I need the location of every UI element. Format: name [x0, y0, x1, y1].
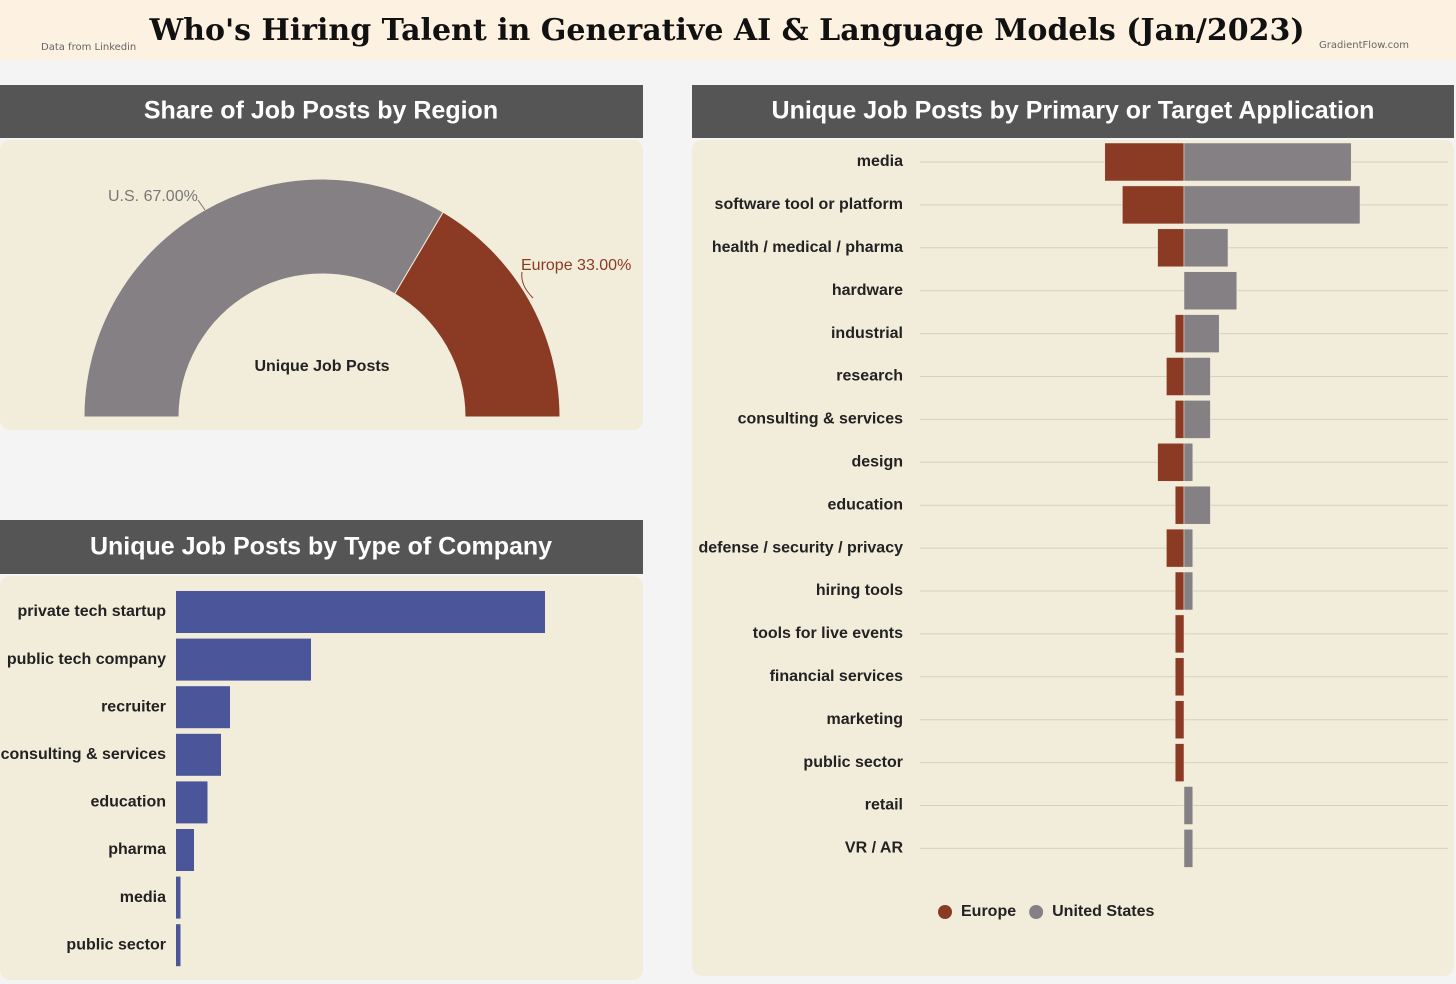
y-tick-label: industrial	[831, 325, 903, 342]
bar	[1183, 357, 1211, 396]
bar	[1183, 142, 1352, 182]
legend-marker	[938, 905, 952, 919]
bar	[1183, 485, 1211, 525]
bar	[1183, 443, 1194, 482]
bar	[1166, 528, 1185, 568]
y-tick-label: financial services	[770, 668, 904, 685]
bar	[1174, 314, 1185, 353]
page-title: Who's Hiring Talent in Generative AI & L…	[148, 13, 1304, 48]
y-tick-label: recruiter	[101, 698, 166, 715]
legend-label: Europe	[961, 903, 1016, 920]
panel-header	[692, 85, 1454, 138]
bar	[1174, 614, 1185, 654]
bar	[1183, 314, 1220, 353]
bar	[1174, 571, 1185, 611]
bar	[1174, 485, 1185, 525]
bar	[1183, 829, 1194, 868]
chart-title: Share of Job Posts by Region	[144, 97, 498, 125]
legend-marker	[1029, 905, 1044, 919]
bar	[176, 686, 230, 729]
bar	[176, 829, 194, 871]
y-tick-label: education	[827, 496, 903, 513]
panel-header	[0, 85, 643, 138]
bar	[1183, 228, 1229, 268]
y-tick-label: media	[857, 153, 903, 170]
y-tick-label: hardware	[832, 282, 903, 299]
y-tick-label: health / medical / pharma	[712, 239, 903, 256]
bar	[1104, 142, 1185, 182]
y-tick-label: marketing	[827, 711, 903, 728]
bar	[1157, 228, 1185, 268]
bar	[1157, 443, 1185, 482]
bar	[1183, 571, 1194, 611]
gauge-segment	[83, 178, 444, 418]
legend-label: United States	[1052, 903, 1154, 920]
bar	[1183, 786, 1194, 825]
bar	[1183, 271, 1238, 310]
bar	[1174, 657, 1185, 697]
y-tick-label: consulting & services	[1, 746, 166, 763]
bar	[176, 781, 208, 824]
header-band	[0, 0, 1456, 60]
chart-title: Unique Job Posts by Primary or Target Ap…	[772, 97, 1375, 125]
gauge-segment	[394, 211, 561, 418]
y-tick-label: retail	[865, 797, 903, 814]
bar	[1183, 185, 1361, 225]
bar	[1183, 400, 1211, 439]
y-tick-label: private tech startup	[18, 603, 167, 620]
bar	[1183, 528, 1194, 568]
bar	[176, 591, 545, 633]
leader-line	[521, 271, 534, 299]
y-tick-label: pharma	[108, 841, 166, 858]
y-tick-label: public tech company	[7, 651, 166, 668]
y-tick-label: software tool or platform	[715, 196, 903, 213]
y-tick-label: defense / security / privacy	[698, 539, 903, 556]
bar	[176, 733, 221, 776]
bar	[1174, 700, 1185, 739]
y-tick-label: education	[90, 794, 166, 811]
panel	[692, 140, 1454, 976]
chart-title: Unique Job Posts by Type of Company	[90, 533, 552, 561]
y-tick-label: public sector	[803, 754, 903, 771]
leader-line	[197, 199, 206, 211]
bar	[1166, 357, 1185, 396]
bar	[1122, 185, 1185, 225]
bar	[1174, 400, 1185, 439]
data-label: U.S. 67.00%	[108, 188, 198, 205]
y-tick-label: research	[836, 368, 903, 385]
panel-header	[0, 520, 643, 574]
data-label: Europe 33.00%	[521, 257, 631, 274]
panel	[0, 576, 643, 980]
y-tick-label: VR / AR	[845, 840, 904, 857]
y-tick-label: consulting & services	[738, 411, 903, 428]
y-tick-label: tools for live events	[753, 625, 903, 642]
bar	[176, 924, 181, 967]
bar	[176, 876, 181, 919]
y-tick-label: public sector	[66, 936, 166, 953]
y-tick-label: hiring tools	[816, 582, 903, 599]
credit-note: GradientFlow.com	[1319, 40, 1409, 51]
source-note: Data from Linkedin	[41, 42, 136, 53]
y-tick-label: media	[120, 889, 166, 906]
center-label: Unique Job Posts	[254, 358, 389, 375]
y-tick-label: design	[851, 454, 903, 471]
bar	[1174, 743, 1185, 782]
bar	[176, 638, 311, 681]
